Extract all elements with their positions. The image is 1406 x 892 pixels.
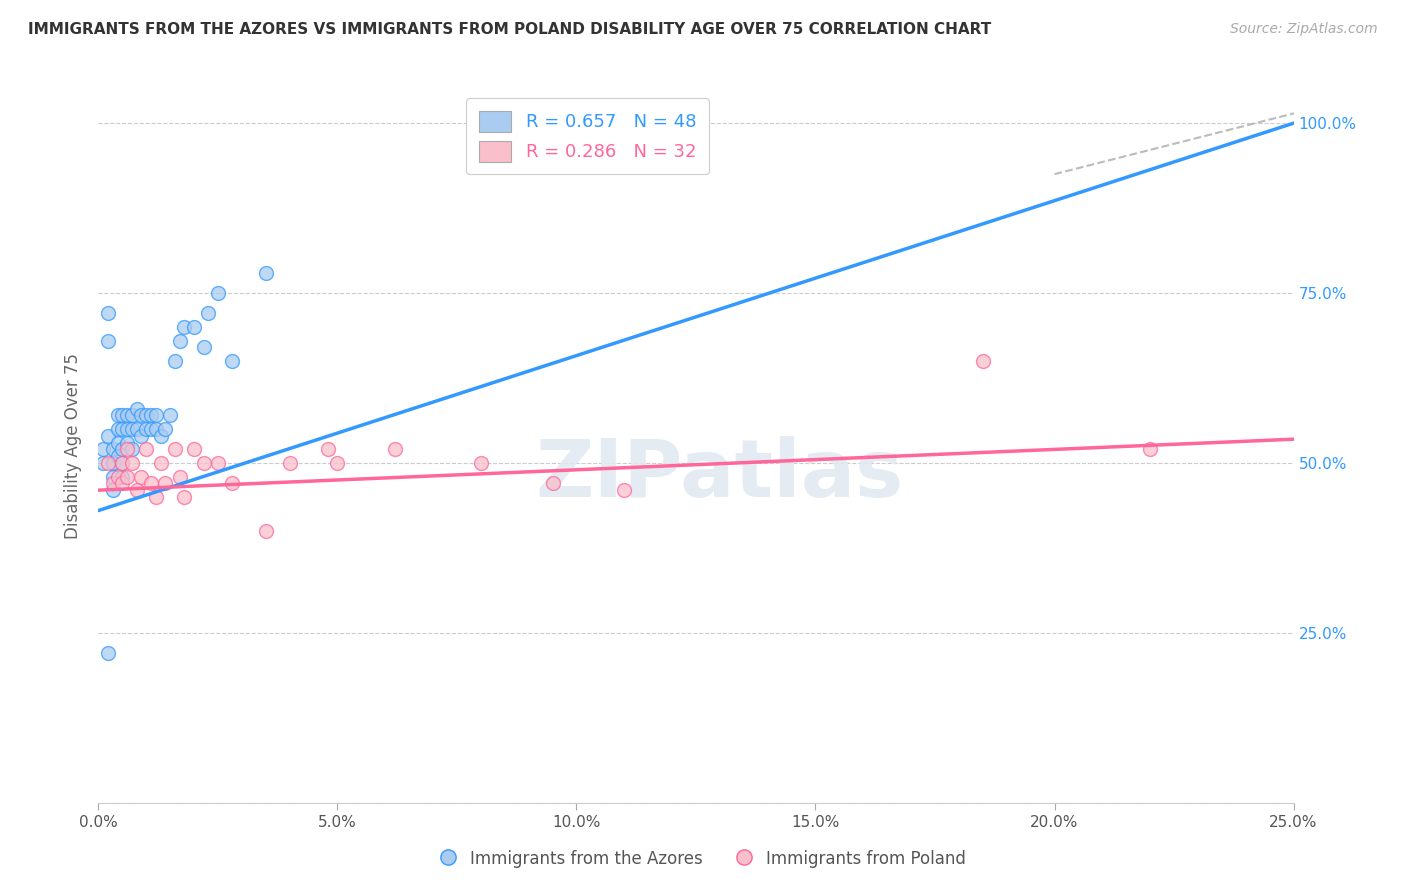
Point [155,422,177,436]
Point [107,409,129,423]
Point [101,456,124,470]
Point [97,306,120,320]
Point [145,422,167,436]
Point [111,422,134,436]
Point [121,422,143,436]
Point [173,490,195,504]
Point [145,409,167,423]
Point [972,354,994,368]
Text: IMMIGRANTS FROM THE AZORES VS IMMIGRANTS FROM POLAND DISABILITY AGE OVER 75 CORR: IMMIGRANTS FROM THE AZORES VS IMMIGRANTS… [28,22,991,37]
Point [221,354,243,368]
Point [125,483,148,498]
Point [97,429,120,443]
Point [155,476,177,491]
Point [254,266,277,280]
Point [111,456,134,470]
Text: ZIPatlas: ZIPatlas [536,435,904,514]
Point [173,320,195,334]
Point [121,442,143,457]
Point [541,476,564,491]
Legend: Immigrants from the Azores, Immigrants from Poland: Immigrants from the Azores, Immigrants f… [433,844,973,875]
Point [121,456,143,470]
Y-axis label: Disability Age Over 75: Disability Age Over 75 [65,353,83,539]
Point [139,409,162,423]
Point [101,483,124,498]
Point [121,409,143,423]
Point [111,456,134,470]
Point [107,422,129,436]
Point [131,469,153,483]
Point [97,646,120,660]
Point [163,442,186,457]
Point [254,524,277,538]
Point [131,409,153,423]
Point [115,435,138,450]
Point [111,469,134,483]
Point [107,449,129,463]
Point [101,469,124,483]
Point [97,334,120,348]
Point [384,442,406,457]
Point [135,409,157,423]
Point [91,442,114,457]
Point [207,456,229,470]
Point [111,442,134,457]
Point [183,320,205,334]
Text: Source: ZipAtlas.com: Source: ZipAtlas.com [1230,22,1378,37]
Point [115,442,138,457]
Point [139,422,162,436]
Point [107,435,129,450]
Point [97,456,120,470]
Point [316,442,339,457]
Point [197,306,219,320]
Point [115,409,138,423]
Point [145,490,167,504]
Point [613,483,636,498]
Point [169,334,191,348]
Point [470,456,492,470]
Point [163,354,186,368]
Point [183,442,205,457]
Legend: R = 0.657   N = 48, R = 0.286   N = 32: R = 0.657 N = 48, R = 0.286 N = 32 [465,98,709,174]
Point [115,422,138,436]
Point [193,341,215,355]
Point [159,409,181,423]
Point [125,422,148,436]
Point [135,422,157,436]
Point [91,456,114,470]
Point [326,456,349,470]
Point [125,401,148,416]
Point [149,456,172,470]
Point [1139,442,1161,457]
Point [193,456,215,470]
Point [169,469,191,483]
Point [135,442,157,457]
Point [101,442,124,457]
Point [115,469,138,483]
Point [221,476,243,491]
Point [111,476,134,491]
Point [278,456,301,470]
Point [131,429,153,443]
Point [149,429,172,443]
Point [207,286,229,301]
Point [101,456,124,470]
Point [107,469,129,483]
Point [139,476,162,491]
Point [101,476,124,491]
Point [111,409,134,423]
